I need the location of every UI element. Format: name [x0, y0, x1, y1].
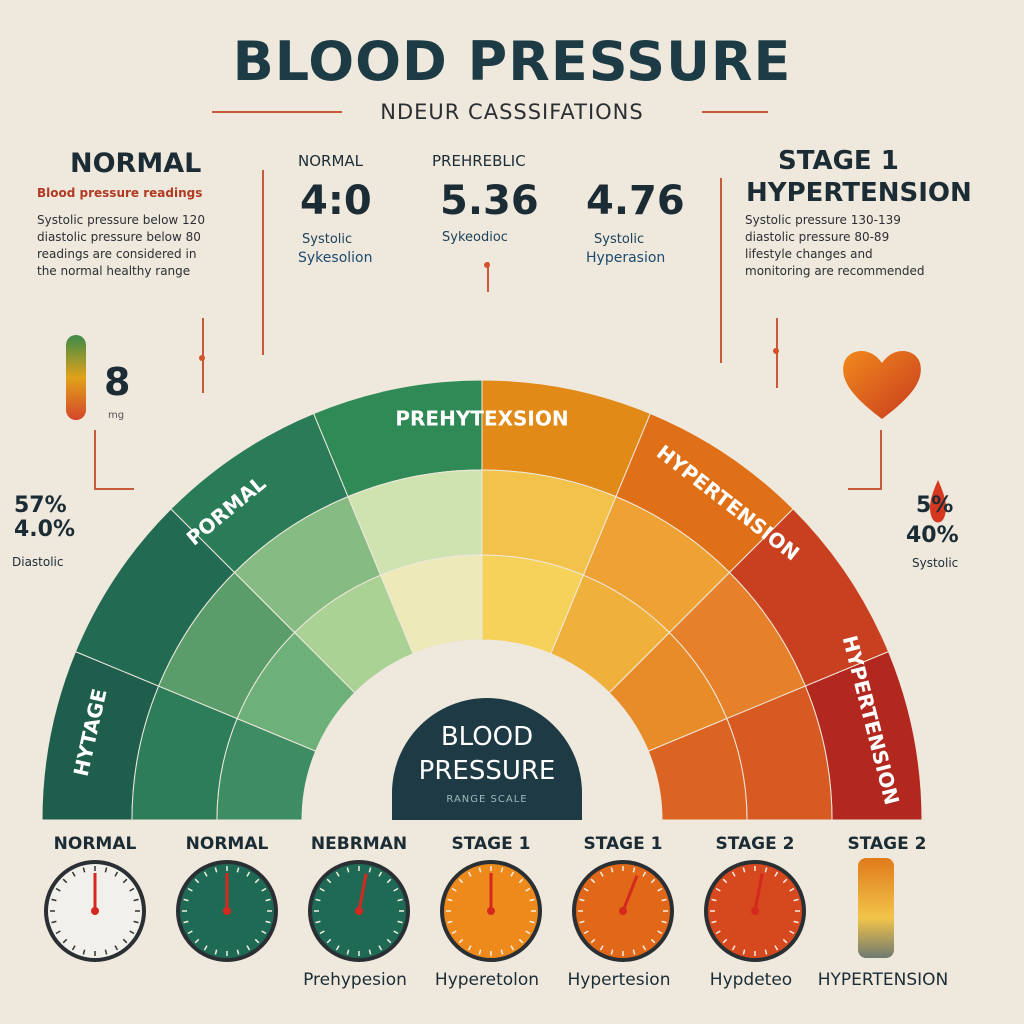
gauge-label: STAGE 1: [583, 834, 663, 854]
gauge-row: NORMAL NORMAL NEBRMAN Prehypesion STAGE 1 Hyp…: [0, 832, 1024, 1022]
left-side-unit: mg: [108, 410, 125, 421]
stat-2-label: Sykeodioc: [442, 230, 508, 245]
right-panel-line: Systolic pressure 130-139: [745, 213, 901, 227]
right-panel-body: Systolic pressure 130-139 diastolic pres…: [745, 212, 960, 280]
arc-outer-label: PREHYTEXSION: [395, 407, 568, 431]
right-panel-line: lifestyle changes and: [745, 247, 873, 261]
stat-1-label: Systolic: [302, 232, 353, 247]
gauge-label: NORMAL: [53, 834, 137, 854]
gauge-dial-icon: [572, 860, 674, 962]
stat-3-value: 4.76: [586, 178, 685, 224]
connector-line: [720, 178, 722, 363]
gauge-label: NORMAL: [185, 834, 269, 854]
right-panel-line: monitoring are recommended: [745, 264, 925, 278]
arc-segment: [647, 717, 748, 821]
right-pct-line1: 5%: [916, 493, 954, 518]
subtitle-divider-left: [212, 111, 342, 113]
left-panel-line: the normal healthy range: [37, 264, 191, 278]
thermometer-icon: [858, 858, 894, 958]
connector-line: [94, 488, 134, 490]
connector-line: [880, 430, 882, 490]
gauge-caption: Prehypesion: [303, 970, 407, 990]
subtitle-divider-right: [702, 111, 768, 113]
thermometer-icon: [66, 335, 86, 420]
stat-2-heading: PREHREBLIC: [432, 152, 526, 170]
gauge-label: NEBRMAN: [310, 834, 408, 854]
arc-center-title-2: PRESSURE: [418, 756, 556, 786]
blood-pressure-arc-chart: HYTAGEPORMALPREHYTEXSIONHYPERTENSIONHYPE…: [41, 379, 923, 821]
gauge-caption: Hypertesion: [567, 970, 671, 990]
right-pct-line2: 40%: [906, 523, 959, 548]
left-panel-subheading: Blood pressure readings: [37, 186, 203, 200]
left-pct-caption: Diastolic: [12, 555, 64, 569]
gauge-dial-icon: [44, 860, 146, 962]
gauge-caption: HYPERTENSION: [817, 970, 949, 990]
right-panel-title-line1: STAGE 1: [778, 146, 899, 176]
gauge-dial-icon: [308, 860, 410, 962]
gauge-dial-icon: [440, 860, 542, 962]
stat-1-heading: NORMAL: [298, 152, 364, 170]
connector-dot: [773, 348, 779, 354]
left-panel-line: Systolic pressure below 120: [37, 213, 205, 227]
left-pct-line1: 57%: [14, 493, 67, 518]
arc-center-title-1: BLOOD: [440, 722, 534, 752]
right-panel-line: diastolic pressure 80-89: [745, 230, 890, 244]
stat-3-label: Systolic: [594, 232, 645, 247]
gauge-caption: Hypdeteo: [709, 970, 793, 990]
left-panel-title: NORMAL: [70, 148, 202, 179]
connector-line: [848, 488, 882, 490]
gauge-label: STAGE 2: [847, 834, 927, 854]
stat-2-value: 5.36: [440, 178, 539, 224]
left-panel-body: Systolic pressure below 120 diastolic pr…: [37, 212, 247, 280]
right-panel-title-line2: HYPERTENSION: [746, 178, 972, 208]
left-pct-line2: 4.0%: [14, 517, 76, 542]
stat-1-label-2: Sykesolion: [298, 250, 373, 266]
gauge-dial-icon: [704, 860, 806, 962]
gauge-label: STAGE 2: [715, 834, 795, 854]
page-title: BLOOD PRESSURE: [232, 30, 792, 93]
connector-line: [262, 170, 264, 355]
stat-1-value: 4:0: [300, 178, 372, 224]
connector-dot: [199, 355, 205, 361]
page-subtitle: NDEUR CASSSIFATIONS: [380, 100, 644, 124]
gauge-label: STAGE 1: [451, 834, 531, 854]
connector-dot: [484, 262, 490, 268]
connector-line: [487, 262, 489, 292]
left-panel-line: readings are considered in: [37, 247, 197, 261]
gauge-caption: Hyperetolon: [434, 970, 540, 990]
left-side-value: 8: [104, 360, 131, 404]
right-pct-caption: Systolic: [912, 556, 959, 570]
arc-center-subtitle: RANGE SCALE: [446, 794, 528, 805]
left-panel-line: diastolic pressure below 80: [37, 230, 201, 244]
drop-icon: [930, 480, 946, 523]
left-info-panel: NORMAL: [70, 148, 270, 179]
gauge-dial-icon: [176, 860, 278, 962]
heart-icon: [843, 350, 921, 419]
stat-3-label-2: Hyperasion: [586, 250, 666, 266]
connector-line: [94, 430, 96, 490]
